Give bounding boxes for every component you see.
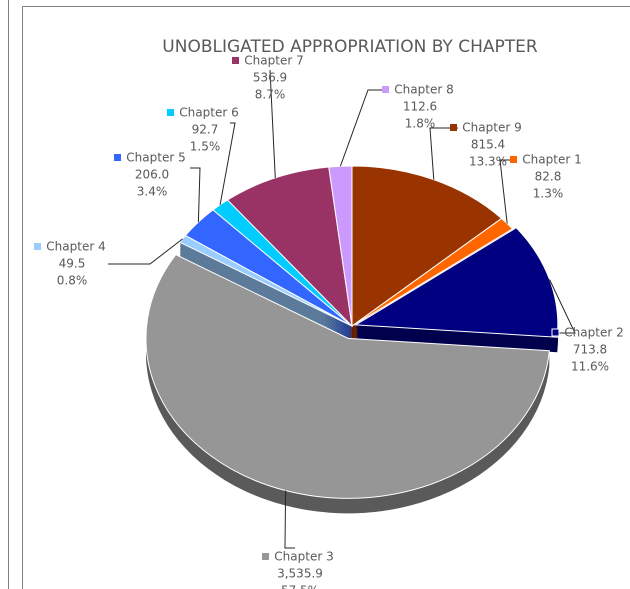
leader-line: [549, 279, 576, 334]
data-label-value: 82.8: [535, 170, 562, 184]
slice: [351, 217, 514, 327]
data-label-percent: 1.5%: [190, 140, 221, 154]
label-swatch: [450, 124, 457, 131]
data-label-name: Chapter 6: [179, 106, 238, 120]
leader-line: [339, 89, 385, 167]
label-swatch: [167, 109, 174, 116]
data-label-value: 112.6: [403, 100, 437, 114]
data-label-percent: 57.5%: [281, 584, 319, 589]
data-label-name: Chapter 5: [126, 151, 185, 165]
label-swatch: [510, 156, 517, 163]
data-label-name: Chapter 4: [46, 240, 105, 254]
data-label-name: Chapter 8: [394, 83, 453, 97]
pie: [145, 165, 559, 514]
leader-line: [219, 122, 236, 205]
data-label-percent: 8.7%: [255, 88, 286, 102]
data-label-value: 815.4: [471, 138, 505, 152]
data-label-percent: 1.3%: [533, 187, 564, 201]
data-label-percent: 0.8%: [57, 274, 88, 288]
data-label-value: 713.8: [573, 343, 607, 357]
data-label-percent: 13.3%: [469, 155, 507, 169]
leader-line: [499, 159, 510, 224]
data-label-value: 206.0: [135, 168, 169, 182]
data-label-percent: 11.6%: [571, 360, 609, 374]
data-label-percent: 3.4%: [137, 185, 168, 199]
label-swatch: [114, 154, 121, 161]
label-swatch: [232, 57, 239, 64]
data-label-percent: 1.8%: [405, 117, 436, 131]
data-label-name: Chapter 9: [462, 121, 521, 135]
leader-line: [284, 490, 295, 549]
label-swatch: [262, 553, 269, 560]
data-label-name: Chapter 2: [564, 326, 623, 340]
leader-line: [269, 69, 276, 179]
label-swatch: [34, 243, 41, 250]
data-label-name: Chapter 3: [274, 550, 333, 564]
slice: [351, 165, 503, 327]
leader-line: [190, 167, 201, 223]
chart-title: UNOBLIGATED APPROPRIATION BY CHAPTER: [162, 37, 538, 57]
data-label-value: 3,535.9: [277, 567, 323, 581]
label-swatch: [551, 328, 560, 337]
leader-line: [108, 238, 183, 265]
data-label-name: Chapter 7: [244, 54, 303, 68]
leader-line: [429, 127, 458, 180]
data-label-value: 536.9: [253, 71, 287, 85]
data-label-value: 92.7: [192, 123, 219, 137]
slice: [226, 166, 353, 328]
label-swatch: [382, 86, 389, 93]
data-label-name: Chapter 1: [522, 153, 581, 167]
data-label-value: 49.5: [59, 257, 86, 271]
